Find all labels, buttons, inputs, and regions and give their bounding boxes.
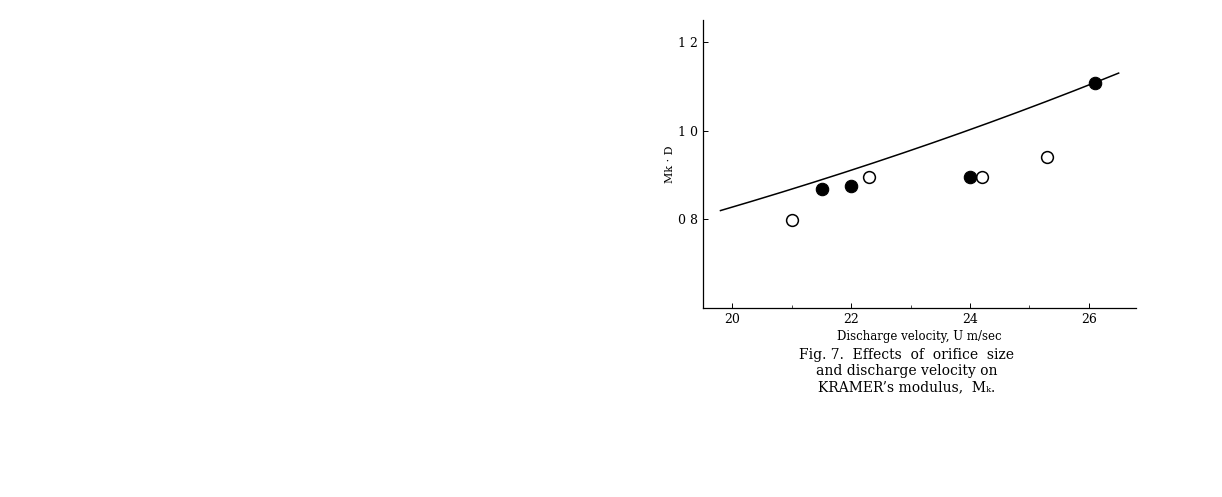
Point: [1037, 154, 1057, 162]
Point: [782, 216, 802, 224]
Point: [1085, 79, 1105, 87]
Point: [859, 173, 879, 181]
Point: [811, 185, 831, 193]
Point: [842, 182, 862, 190]
Text: Fig. 7.  Effects  of  orifice  size
and discharge velocity on
KRAMER’s modulus, : Fig. 7. Effects of orifice size and disc…: [799, 348, 1014, 394]
Y-axis label: Mk · D: Mk · D: [665, 145, 675, 183]
Point: [973, 173, 992, 181]
X-axis label: Discharge velocity, U m/sec: Discharge velocity, U m/sec: [837, 330, 1002, 343]
Point: [960, 173, 980, 181]
